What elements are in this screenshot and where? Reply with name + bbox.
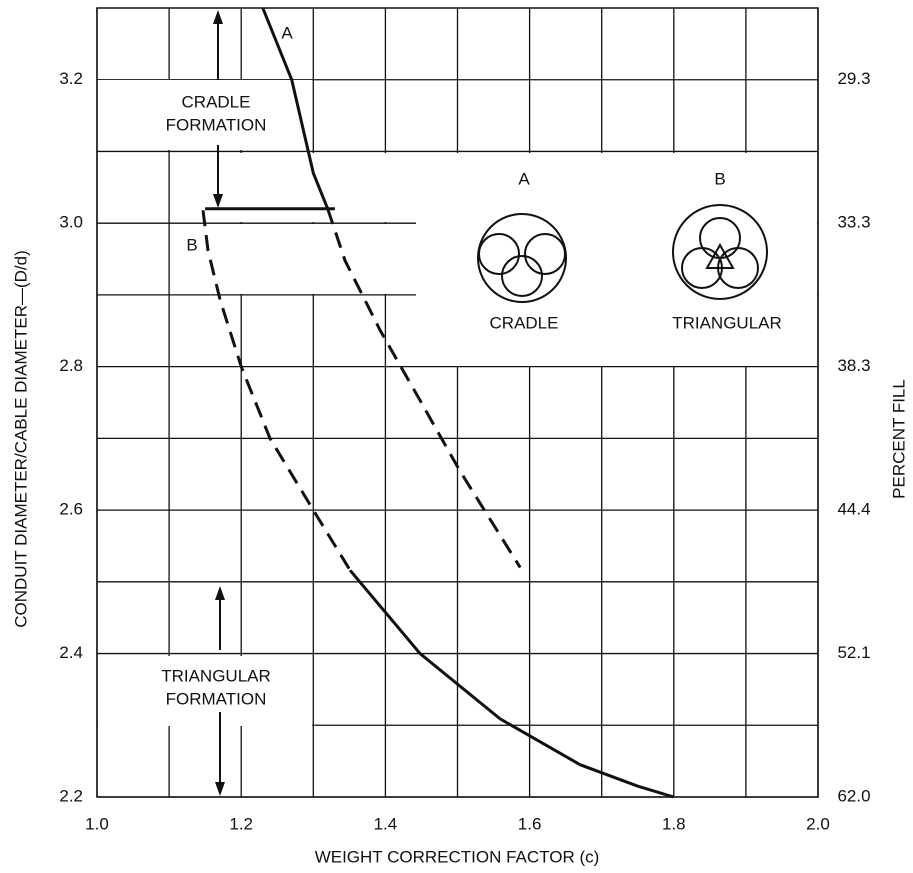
annotation: FORMATION bbox=[166, 689, 267, 708]
arrow-head bbox=[213, 10, 223, 24]
conduit bbox=[477, 213, 567, 303]
y-tick-label: 3.2 bbox=[59, 69, 83, 88]
arrows bbox=[213, 10, 225, 796]
inset-label: A bbox=[518, 169, 530, 188]
inset-label: B bbox=[714, 169, 725, 188]
y-tick-label: 2.8 bbox=[59, 356, 83, 375]
conduit bbox=[672, 204, 768, 300]
annotation: CRADLE bbox=[182, 92, 251, 111]
y2-tick-label: 62.0 bbox=[837, 786, 870, 805]
y2-tick-label: 52.1 bbox=[837, 643, 870, 662]
x-tick-label: 2.0 bbox=[806, 814, 830, 833]
cable bbox=[501, 255, 543, 297]
x-axis-label: WEIGHT CORRECTION FACTOR (c) bbox=[315, 847, 600, 866]
arrow-head bbox=[215, 586, 225, 600]
triangle bbox=[705, 242, 735, 269]
inset-box bbox=[416, 153, 817, 366]
arrow-head bbox=[213, 194, 223, 208]
x-tick-label: 1.8 bbox=[662, 814, 686, 833]
x-tick-label: 1.0 bbox=[85, 814, 109, 833]
annotation: FORMATION bbox=[166, 115, 267, 134]
x-tick-label: 1.2 bbox=[229, 814, 253, 833]
x-tick-label: 1.6 bbox=[518, 814, 542, 833]
cable bbox=[524, 233, 566, 275]
curve bbox=[348, 569, 675, 799]
label-box bbox=[98, 80, 312, 150]
y-tick-label: 2.4 bbox=[59, 643, 83, 662]
label-box bbox=[98, 9, 398, 78]
y-axis-label: CONDUIT DIAMETER/CABLE DIAMETER—(D/d) bbox=[11, 250, 30, 628]
box-layer bbox=[98, 9, 817, 726]
y2-tick-label: 29.3 bbox=[837, 69, 870, 88]
arrow-head bbox=[215, 782, 225, 796]
y2-tick-label: 33.3 bbox=[837, 213, 870, 232]
inset-box bbox=[232, 224, 415, 294]
annotation: B bbox=[186, 235, 197, 254]
annotation: TRIANGULAR bbox=[161, 666, 271, 685]
y2-tick-label: 38.3 bbox=[837, 356, 870, 375]
mark-layer bbox=[201, 7, 675, 799]
y2-tick-label: 44.4 bbox=[837, 500, 870, 519]
curve bbox=[326, 208, 522, 569]
curve bbox=[261, 7, 330, 210]
inset-caption: CRADLE bbox=[490, 313, 559, 332]
annotation: A bbox=[281, 23, 293, 42]
inset-caption: TRIANGULAR bbox=[672, 313, 782, 332]
cable bbox=[478, 233, 520, 275]
inset-diagrams bbox=[477, 204, 768, 303]
y-tick-label: 2.6 bbox=[59, 500, 83, 519]
x-tick-label: 1.4 bbox=[374, 814, 398, 833]
y-tick-label: 3.0 bbox=[59, 213, 83, 232]
curve bbox=[201, 210, 352, 572]
inset-box bbox=[232, 153, 415, 222]
y-tick-label: 2.2 bbox=[59, 786, 83, 805]
label-box bbox=[98, 656, 312, 726]
y2-axis-label: PERCENT FILL bbox=[889, 379, 908, 499]
